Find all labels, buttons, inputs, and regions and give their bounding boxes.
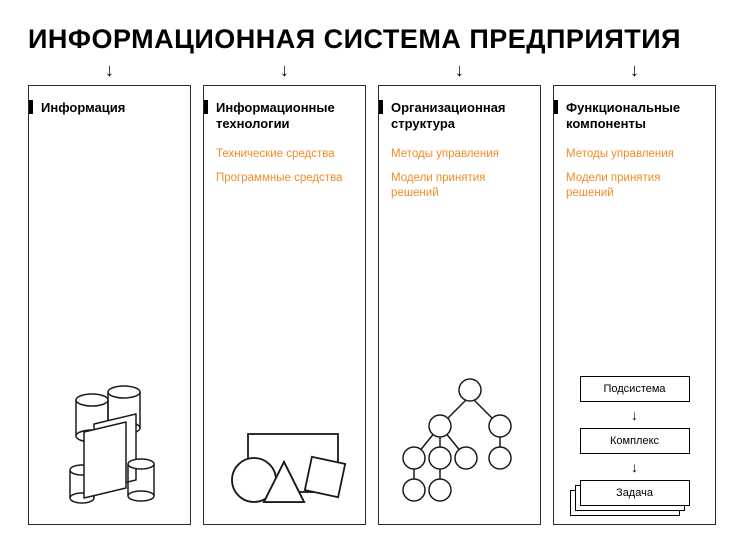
column-title: Организационная структура (391, 100, 530, 133)
list-item: Модели принятия решений (566, 171, 705, 201)
list-item: Программные средства (216, 171, 355, 186)
list-item: Технические средства (216, 147, 355, 162)
arrow-row: ↓ ↓ ↓ ↓ (28, 61, 716, 79)
column-functional: Функциональные компоненты Методы управле… (553, 85, 716, 525)
main-title: ИНФОРМАЦИОННАЯ СИСТЕМА ПРЕДПРИЯТИЯ (28, 24, 716, 55)
columns-container: Информация (28, 85, 716, 525)
org-tree-icon (379, 374, 540, 514)
column-title: Информационные технологии (216, 100, 355, 133)
down-arrow-icon: ↓ (28, 61, 191, 79)
column-information: Информация (28, 85, 191, 525)
hierarchy-box: Комплекс (580, 428, 690, 454)
hierarchy-box: Подсистема (580, 376, 690, 402)
down-arrow-icon: ↓ (631, 408, 638, 422)
hierarchy-box-stacked: Задача (580, 480, 690, 506)
shapes-icon (204, 424, 365, 514)
down-arrow-icon: ↓ (203, 61, 366, 79)
column-title: Информация (41, 100, 180, 116)
files-cylinders-icon (29, 384, 190, 514)
hierarchy-label: Подсистема (580, 376, 690, 402)
column-it: Информационные технологии Технические ср… (203, 85, 366, 525)
hierarchy-label: Задача (580, 480, 690, 506)
list-item: Методы управления (391, 147, 530, 162)
hierarchy-label: Комплекс (580, 428, 690, 454)
column-org-structure: Организационная структура Методы управле… (378, 85, 541, 525)
down-arrow-icon: ↓ (378, 61, 541, 79)
down-arrow-icon: ↓ (631, 460, 638, 474)
list-item: Модели принятия решений (391, 171, 530, 201)
list-item: Методы управления (566, 147, 705, 162)
down-arrow-icon: ↓ (553, 61, 716, 79)
column-title: Функциональные компоненты (566, 100, 705, 133)
hierarchy-diagram: Подсистема ↓ Комплекс ↓ Задача (554, 376, 715, 506)
